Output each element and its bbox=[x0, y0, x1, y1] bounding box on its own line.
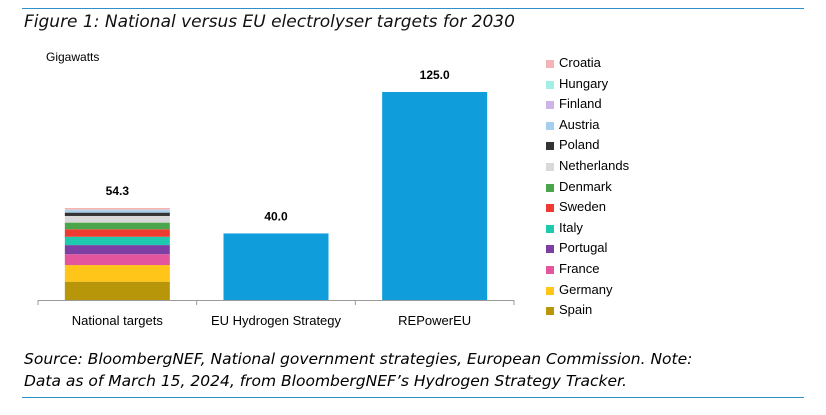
legend-swatch bbox=[546, 101, 554, 110]
x-tick-label: National targets bbox=[72, 313, 164, 328]
legend-swatch bbox=[546, 60, 554, 68]
legend-label: France bbox=[559, 260, 600, 276]
legend-label: Denmark bbox=[559, 178, 612, 194]
bar-chart: 54.3 National targets 40.0 EU Hydrogen Stra… bbox=[37, 68, 515, 328]
legend-swatch bbox=[546, 245, 554, 254]
legend-label: Italy bbox=[559, 219, 583, 235]
bar-segment-portugal bbox=[64, 245, 170, 255]
bar-segment-poland bbox=[64, 212, 170, 216]
legend-label: Finland bbox=[559, 96, 602, 112]
legend-swatch bbox=[546, 204, 554, 213]
bar-segment-netherlands bbox=[64, 215, 170, 223]
bottom-rule bbox=[22, 397, 804, 398]
figure-source-note: Source: BloombergNEF, National governmen… bbox=[24, 348, 814, 392]
legend-label: Poland bbox=[559, 137, 600, 153]
bar-segment-hungary bbox=[64, 209, 170, 211]
legend-label: Sweden bbox=[559, 199, 606, 215]
bar-segment-denmark bbox=[64, 222, 170, 230]
source-line-2: Data as of March 15, 2024, from Bloomber… bbox=[24, 372, 627, 390]
legend-swatch bbox=[546, 121, 554, 130]
bar-total-label: 125.0 bbox=[420, 68, 450, 82]
bar-segment-eu-target bbox=[382, 92, 488, 300]
bar-segment-spain bbox=[64, 281, 170, 300]
bar-segment-sweden bbox=[64, 229, 170, 237]
legend-label: Hungary bbox=[559, 75, 609, 91]
bar-segment-france bbox=[64, 254, 170, 266]
legend-swatch bbox=[546, 142, 554, 151]
bar-segment-italy bbox=[64, 236, 170, 246]
legend-swatch bbox=[546, 286, 554, 295]
x-tick-label: EU Hydrogen Strategy bbox=[211, 313, 342, 328]
legend-label: Croatia bbox=[559, 55, 601, 70]
legend-swatch bbox=[546, 307, 554, 316]
legend-label: Portugal bbox=[559, 240, 608, 256]
legend-label: Netherlands bbox=[559, 157, 630, 173]
bar-segment-eu-target bbox=[223, 233, 329, 300]
legend-label: Germany bbox=[559, 281, 613, 297]
x-tick-label: REPowerEU bbox=[398, 313, 471, 328]
figure-title: Figure 1: National versus EU electrolyse… bbox=[24, 12, 515, 32]
bar-segment-germany bbox=[64, 265, 170, 282]
legend-label: Austria bbox=[559, 116, 600, 132]
bar-total-label: 40.0 bbox=[264, 209, 288, 223]
top-rule bbox=[22, 8, 804, 9]
legend-swatch bbox=[546, 80, 554, 89]
legend-swatch bbox=[546, 162, 554, 171]
bar-total-label: 54.3 bbox=[106, 184, 130, 198]
legend-swatch bbox=[546, 224, 554, 233]
bar-segment-croatia bbox=[64, 207, 170, 210]
legend-swatch bbox=[546, 265, 554, 274]
legend-swatch bbox=[546, 183, 554, 192]
source-line-1: Source: BloombergNEF, National governmen… bbox=[24, 350, 693, 368]
legend-label: Spain bbox=[559, 302, 593, 318]
bar-segment-austria bbox=[64, 210, 170, 213]
y-axis-unit-label: Gigawatts bbox=[46, 50, 100, 64]
